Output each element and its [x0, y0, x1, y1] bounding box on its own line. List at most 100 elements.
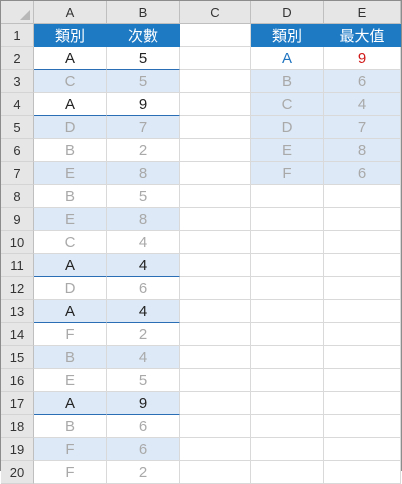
table1-category-cell[interactable]: A	[34, 93, 107, 116]
cell[interactable]	[324, 461, 401, 484]
cell[interactable]	[324, 369, 401, 392]
cell[interactable]	[251, 185, 324, 208]
table2-max-cell[interactable]: 9	[324, 47, 401, 70]
row-header-20[interactable]: 20	[1, 461, 34, 484]
row-header-8[interactable]: 8	[1, 185, 34, 208]
table1-count-cell[interactable]: 9	[107, 93, 180, 116]
cell[interactable]	[251, 415, 324, 438]
row-header-9[interactable]: 9	[1, 208, 34, 231]
table1-count-cell[interactable]: 2	[107, 461, 180, 484]
table1-count-cell[interactable]: 5	[107, 70, 180, 93]
column-header-c[interactable]: C	[180, 1, 251, 24]
row-header-2[interactable]: 2	[1, 47, 34, 70]
table1-count-cell[interactable]: 8	[107, 208, 180, 231]
table1-count-cell[interactable]: 2	[107, 323, 180, 346]
row-header-6[interactable]: 6	[1, 139, 34, 162]
table1-count-cell[interactable]: 9	[107, 392, 180, 415]
table1-count-cell[interactable]: 6	[107, 438, 180, 461]
table1-count-cell[interactable]: 7	[107, 116, 180, 139]
row-header-5[interactable]: 5	[1, 116, 34, 139]
cell[interactable]	[180, 369, 251, 392]
table1-count-cell[interactable]: 5	[107, 185, 180, 208]
cell[interactable]	[180, 392, 251, 415]
row-header-13[interactable]: 13	[1, 300, 34, 323]
cell[interactable]	[180, 438, 251, 461]
cell[interactable]	[251, 461, 324, 484]
cell[interactable]	[324, 208, 401, 231]
cell[interactable]	[251, 392, 324, 415]
cell[interactable]	[180, 185, 251, 208]
table1-count-cell[interactable]: 2	[107, 139, 180, 162]
cell[interactable]	[324, 392, 401, 415]
table2-category-cell[interactable]: D	[251, 116, 324, 139]
row-header-3[interactable]: 3	[1, 70, 34, 93]
cell[interactable]	[251, 369, 324, 392]
table1-count-cell[interactable]: 5	[107, 369, 180, 392]
table1-count-cell[interactable]: 4	[107, 231, 180, 254]
table1-category-cell[interactable]: A	[34, 300, 107, 323]
cell[interactable]	[180, 116, 251, 139]
column-header-a[interactable]: A	[34, 1, 107, 24]
row-header-19[interactable]: 19	[1, 438, 34, 461]
column-header-d[interactable]: D	[251, 1, 324, 24]
row-header-12[interactable]: 12	[1, 277, 34, 300]
table1-category-cell[interactable]: C	[34, 70, 107, 93]
table1-category-cell[interactable]: B	[34, 415, 107, 438]
table1-category-cell[interactable]: B	[34, 185, 107, 208]
table1-category-cell[interactable]: E	[34, 208, 107, 231]
cell[interactable]	[180, 346, 251, 369]
cell[interactable]	[180, 208, 251, 231]
cell[interactable]	[180, 254, 251, 277]
table2-category-cell[interactable]: E	[251, 139, 324, 162]
table2-category-cell[interactable]: B	[251, 70, 324, 93]
table2-max-cell[interactable]: 4	[324, 93, 401, 116]
select-all-corner[interactable]	[1, 1, 34, 24]
table2-category-cell[interactable]: A	[251, 47, 324, 70]
table1-category-cell[interactable]: C	[34, 231, 107, 254]
table2-max-cell[interactable]: 6	[324, 162, 401, 185]
cell[interactable]	[180, 461, 251, 484]
table2-max-cell[interactable]: 6	[324, 70, 401, 93]
cell[interactable]	[251, 346, 324, 369]
row-header-18[interactable]: 18	[1, 415, 34, 438]
table1-category-cell[interactable]: E	[34, 369, 107, 392]
cell[interactable]	[251, 231, 324, 254]
row-header-16[interactable]: 16	[1, 369, 34, 392]
table1-category-cell[interactable]: F	[34, 438, 107, 461]
table2-category-cell[interactable]: C	[251, 93, 324, 116]
row-header-11[interactable]: 11	[1, 254, 34, 277]
table1-count-cell[interactable]: 8	[107, 162, 180, 185]
column-header-b[interactable]: B	[107, 1, 180, 24]
cell[interactable]	[324, 277, 401, 300]
cell[interactable]	[324, 185, 401, 208]
table1-category-cell[interactable]: F	[34, 323, 107, 346]
cell[interactable]	[251, 323, 324, 346]
cell[interactable]	[251, 254, 324, 277]
column-header-e[interactable]: E	[324, 1, 401, 24]
cell[interactable]	[180, 323, 251, 346]
cell[interactable]	[324, 438, 401, 461]
table1-category-cell[interactable]: A	[34, 392, 107, 415]
cell[interactable]	[180, 93, 251, 116]
cell[interactable]	[180, 139, 251, 162]
table1-category-cell[interactable]: A	[34, 47, 107, 70]
table1-category-cell[interactable]: D	[34, 116, 107, 139]
cell[interactable]	[324, 300, 401, 323]
table2-max-cell[interactable]: 8	[324, 139, 401, 162]
table1-category-cell[interactable]: D	[34, 277, 107, 300]
table2-category-cell[interactable]: F	[251, 162, 324, 185]
row-header-14[interactable]: 14	[1, 323, 34, 346]
cell[interactable]	[324, 254, 401, 277]
table1-count-cell[interactable]: 6	[107, 415, 180, 438]
row-header-17[interactable]: 17	[1, 392, 34, 415]
cell[interactable]	[251, 277, 324, 300]
table1-category-cell[interactable]: A	[34, 254, 107, 277]
row-header-7[interactable]: 7	[1, 162, 34, 185]
cell[interactable]	[324, 346, 401, 369]
row-header-10[interactable]: 10	[1, 231, 34, 254]
table1-category-cell[interactable]: B	[34, 139, 107, 162]
table1-count-cell[interactable]: 4	[107, 346, 180, 369]
table1-category-cell[interactable]: B	[34, 346, 107, 369]
cell[interactable]	[180, 24, 251, 47]
